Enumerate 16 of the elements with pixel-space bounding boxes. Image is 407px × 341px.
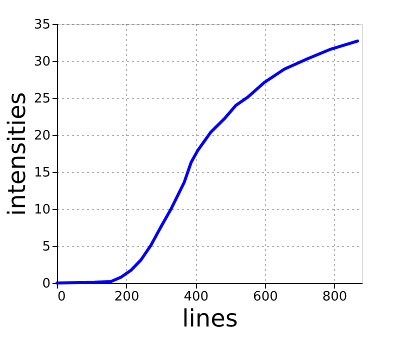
y-tick-label: 0 <box>42 276 50 292</box>
line-series <box>56 40 359 284</box>
y-tick-label: 25 <box>34 92 50 106</box>
y-tick-label: 30 <box>34 54 50 70</box>
y-tick-label: 15 <box>34 166 50 180</box>
x-axis-title: lines <box>182 304 238 332</box>
x-tick-label: 0 <box>58 290 66 304</box>
y-tick-label: 35 <box>34 18 50 32</box>
x-tick-label: 200 <box>114 290 140 304</box>
x-tick-label: 800 <box>322 290 348 304</box>
x-tick-label: 400 <box>184 290 209 304</box>
y-tick-label: 5 <box>42 240 50 254</box>
y-tick-label: 20 <box>34 128 50 144</box>
y-tick-label: 10 <box>34 202 50 218</box>
x-tick-label: 600 <box>253 290 278 304</box>
y-axis-title: intensities <box>2 92 31 216</box>
